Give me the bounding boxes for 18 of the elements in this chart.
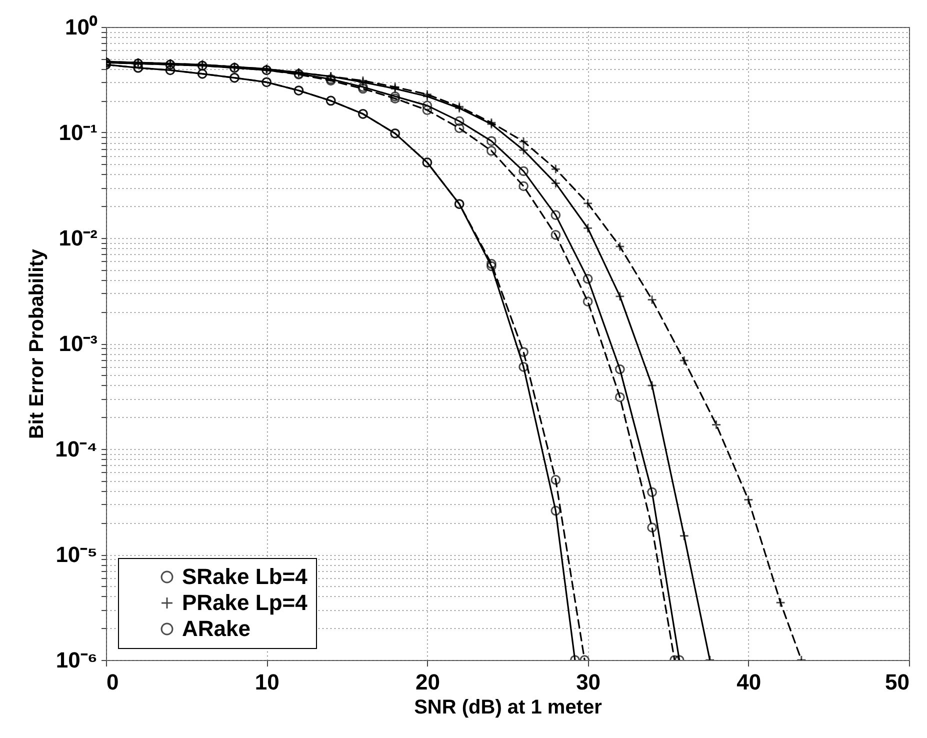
legend-label: PRake Lp=4 (182, 590, 308, 615)
x-axis-title: SNR (dB) at 1 meter (414, 696, 602, 718)
y-tick-label: 10⁻³ (58, 331, 98, 356)
legend-label: SRake Lb=4 (182, 564, 308, 589)
y-axis-title: Bit Error Probability (26, 248, 48, 440)
x-tick-label: 50 (885, 670, 910, 694)
legend-label: ARake (182, 616, 250, 641)
x-tick-label: 0 (106, 670, 119, 694)
y-tick-label: 10⁻⁵ (56, 542, 98, 567)
y-tick-label: 10⁰ (65, 14, 98, 40)
y-tick-label: 10⁻¹ (58, 120, 98, 145)
x-tick-label: 10 (254, 670, 280, 694)
x-tick-label: 40 (736, 670, 762, 694)
y-tick-label: 10⁻⁴ (55, 436, 98, 462)
x-tick-label: 30 (576, 670, 601, 694)
y-tick-label: 10⁻² (58, 226, 98, 250)
y-tick-label: 10⁻⁶ (56, 648, 98, 672)
x-tick-label: 20 (415, 670, 440, 694)
